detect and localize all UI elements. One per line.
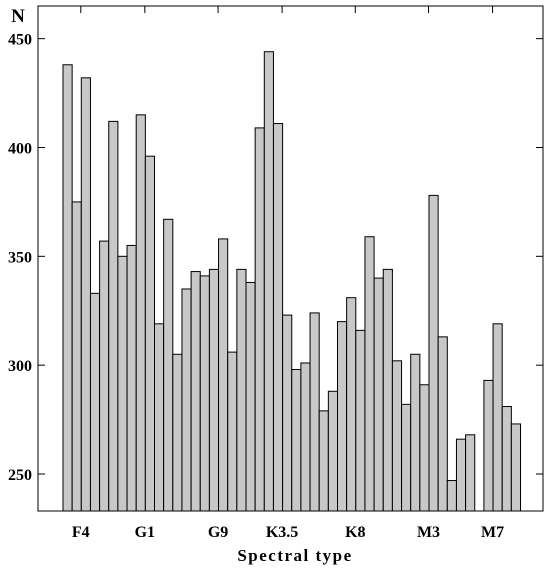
y-tick-label: 300	[8, 358, 32, 375]
bar	[126, 244, 137, 512]
bar	[291, 369, 302, 512]
bar	[465, 434, 476, 512]
bar	[309, 312, 320, 512]
bar	[117, 255, 128, 512]
bar	[108, 120, 119, 512]
bar	[227, 351, 238, 512]
bars	[62, 51, 522, 512]
bar	[364, 236, 375, 512]
bar	[245, 281, 256, 512]
y-axis-ticks: 250 300 350 400 450	[8, 32, 543, 484]
x-tick-label: M7	[481, 524, 504, 541]
bar	[337, 321, 348, 512]
x-tick-label: K3.5	[266, 524, 298, 541]
bar	[163, 218, 174, 512]
x-tick-label: K8	[345, 524, 365, 541]
bar	[71, 201, 82, 512]
bar	[199, 275, 210, 512]
bar	[355, 329, 366, 512]
bar	[263, 51, 274, 512]
bar	[419, 384, 430, 512]
bar	[80, 77, 91, 512]
bar	[218, 238, 229, 512]
bar	[99, 240, 110, 512]
bar	[382, 268, 393, 512]
y-tick-label: 450	[8, 32, 32, 49]
bar	[144, 155, 156, 512]
x-axis-title: Spectral type	[237, 546, 352, 565]
x-tick-label: F4	[72, 524, 90, 541]
x-tick-label: G1	[135, 524, 155, 541]
bar	[373, 277, 384, 512]
bar	[272, 123, 284, 512]
bar	[154, 323, 165, 512]
bar	[391, 360, 403, 512]
x-tick-label: G9	[208, 524, 228, 541]
bar	[300, 362, 311, 512]
bar	[172, 353, 183, 512]
bar	[190, 271, 201, 512]
y-tick-label: 250	[8, 467, 32, 484]
bar	[236, 268, 247, 512]
bar	[492, 323, 503, 512]
bar	[254, 127, 265, 512]
bar	[455, 438, 467, 512]
bar	[410, 353, 421, 512]
bar	[89, 292, 101, 512]
bar	[401, 403, 412, 512]
bar	[208, 268, 220, 512]
bar	[510, 423, 522, 512]
x-axis-ticks: F4 G1 G9 K3.5 K8 M3 M7	[72, 6, 504, 541]
bar	[437, 336, 448, 512]
y-tick-label: 350	[8, 249, 32, 266]
bar	[428, 194, 439, 512]
bar	[181, 288, 192, 512]
y-tick-label: 400	[8, 140, 32, 157]
bar	[327, 390, 339, 512]
bar	[483, 379, 494, 512]
bar	[346, 297, 357, 512]
y-axis-title: N	[11, 6, 25, 27]
bar	[135, 114, 146, 512]
bar	[501, 406, 512, 512]
bar	[318, 410, 329, 512]
bar	[282, 314, 293, 512]
bar	[446, 480, 457, 512]
x-tick-label: M3	[417, 524, 440, 541]
bar	[62, 64, 73, 512]
